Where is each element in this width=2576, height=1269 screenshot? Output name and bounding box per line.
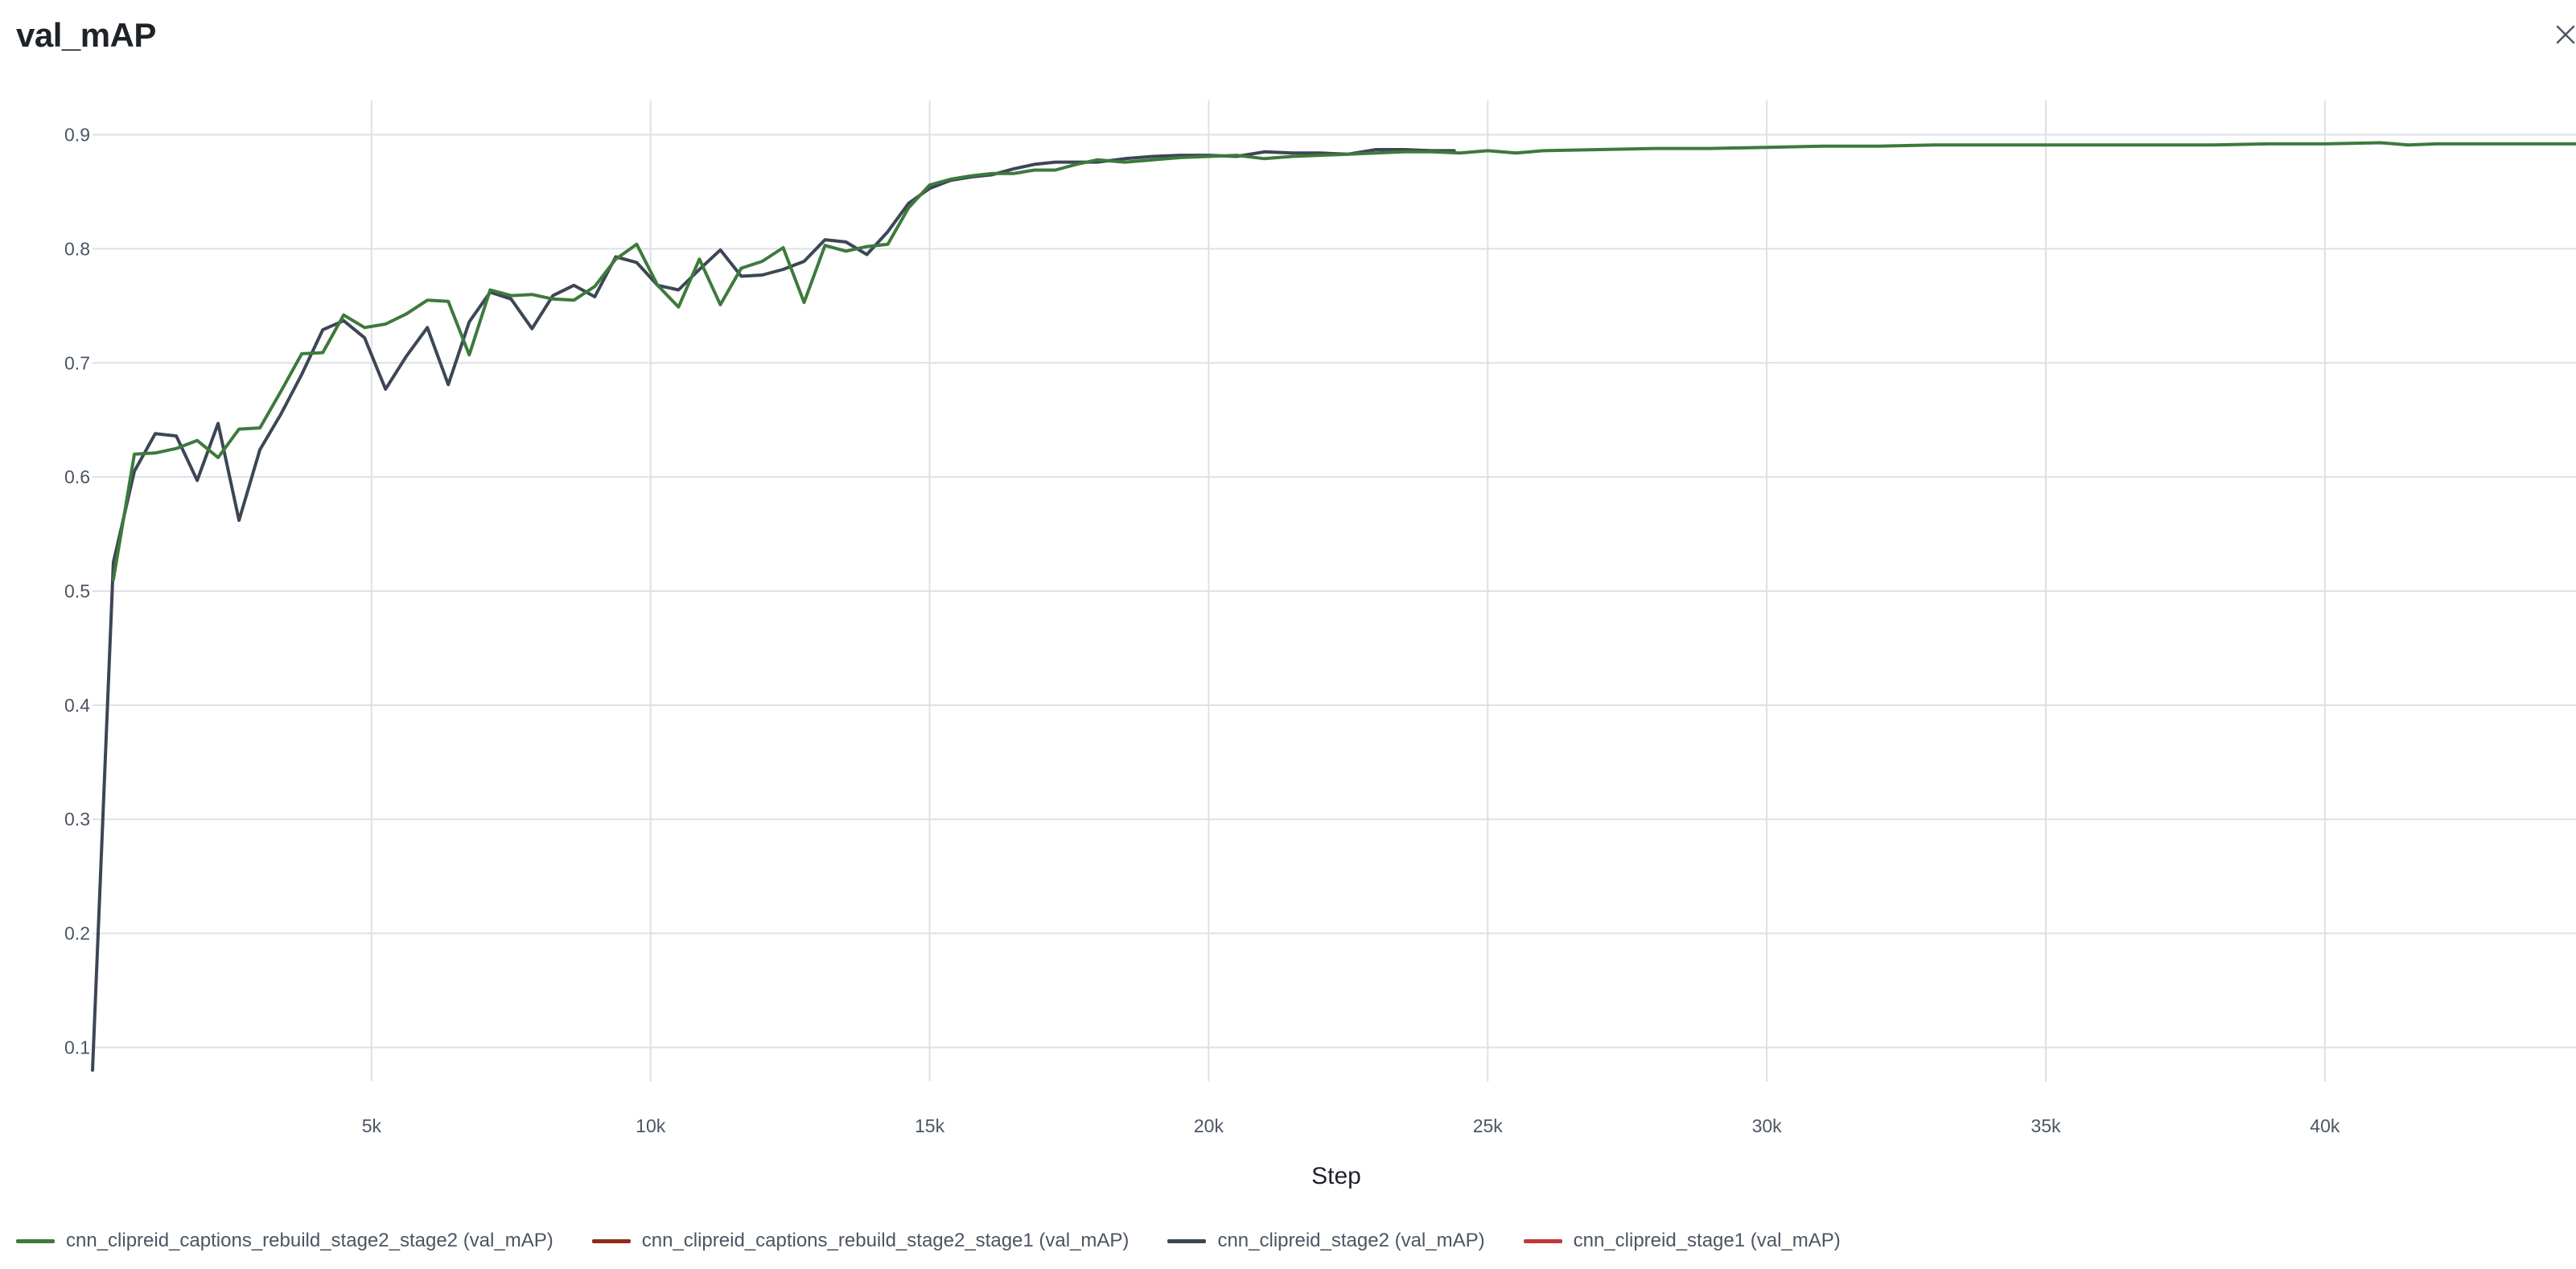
y-tick-label: 0.7: [64, 352, 90, 373]
x-tick-label: 10k: [636, 1115, 666, 1136]
legend-item[interactable]: cnn_clipreid_stage1 (val_mAP): [1523, 1230, 1841, 1252]
y-tick-label: 0.1: [64, 1037, 90, 1058]
legend-swatch: [1523, 1238, 1562, 1243]
y-tick-label: 0.6: [64, 466, 90, 487]
y-tick-label: 0.2: [64, 923, 90, 944]
legend-label: cnn_clipreid_captions_rebuild_stage2_sta…: [66, 1230, 553, 1251]
series-line-2: [91, 148, 1456, 1072]
y-tick-label: 0.5: [64, 581, 90, 602]
x-tick-label: 15k: [915, 1115, 945, 1136]
legend-item[interactable]: cnn_clipreid_captions_rebuild_stage2_sta…: [591, 1230, 1130, 1252]
chart-title: val_mAP: [16, 16, 156, 54]
legend-item[interactable]: cnn_clipreid_stage2 (val_mAP): [1167, 1230, 1485, 1252]
chart-legend: cnn_clipreid_captions_rebuild_stage2_sta…: [16, 1226, 1841, 1255]
legend-label: cnn_clipreid_stage1 (val_mAP): [1573, 1230, 1841, 1251]
x-tick-label: 40k: [2310, 1115, 2340, 1136]
legend-label: cnn_clipreid_stage2 (val_mAP): [1217, 1230, 1485, 1251]
legend-swatch: [16, 1238, 55, 1243]
x-tick-label: 25k: [1473, 1115, 1504, 1136]
x-tick-label: 30k: [1752, 1115, 1783, 1136]
y-tick-label: 0.4: [64, 695, 90, 716]
grid: [93, 101, 2576, 1082]
series-line-0: [111, 141, 2576, 581]
y-tick-label: 0.9: [64, 125, 90, 146]
y-tick-label: 0.8: [64, 238, 90, 259]
legend-label: cnn_clipreid_captions_rebuild_stage2_sta…: [641, 1230, 1130, 1251]
x-axis-label: Step: [1311, 1163, 1361, 1189]
chart-header: val_mAP: [0, 0, 2576, 80]
line-chart: 5k 10k 15k 20k 25k 30k 35k 40k 0.1 0.2 0.3 0.4 0.5 0.…: [64, 101, 2576, 1189]
x-tick-label: 5k: [362, 1115, 382, 1136]
x-tick-label: 35k: [2031, 1115, 2061, 1136]
close-icon[interactable]: [2552, 21, 2576, 48]
x-tick-label: 20k: [1194, 1115, 1224, 1136]
y-tick-label: 0.3: [64, 809, 90, 830]
legend-item[interactable]: cnn_clipreid_captions_rebuild_stage2_sta…: [16, 1230, 553, 1252]
legend-swatch: [591, 1238, 631, 1243]
legend-swatch: [1167, 1238, 1207, 1243]
